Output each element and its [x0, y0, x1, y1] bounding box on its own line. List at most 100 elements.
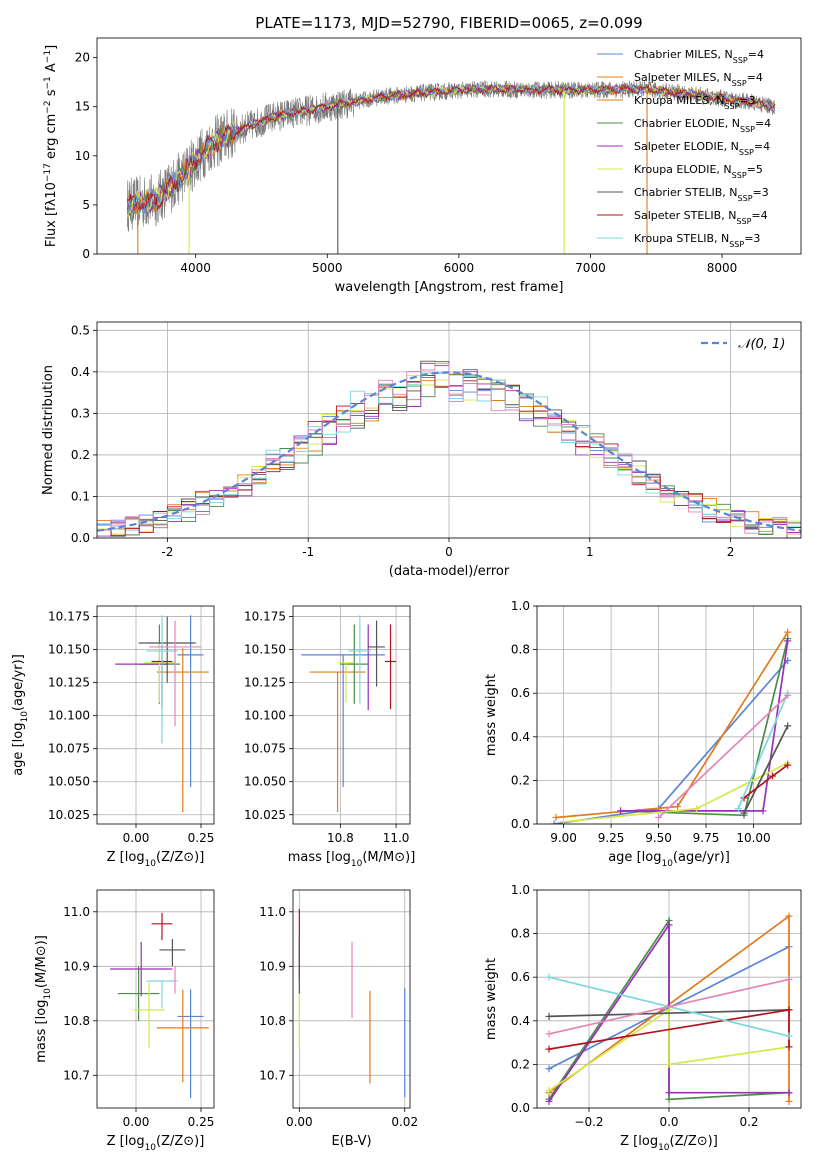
weight-point-marker — [759, 807, 767, 815]
y-tick-label: 10.175 — [244, 610, 286, 624]
x-tick-label: 5000 — [312, 261, 343, 275]
x-axis-label: Z [log10(Z/Z⊙)] — [107, 850, 205, 869]
weight-point-marker — [617, 807, 625, 815]
weight-point-marker — [665, 1089, 673, 1097]
axes-frame — [96, 889, 215, 1109]
axes-frame — [536, 889, 802, 1109]
weight-point-marker — [784, 691, 792, 699]
x-axis-label: (data-model)/error — [389, 564, 510, 579]
y-tick-label: 10.100 — [48, 709, 90, 723]
chart-title: PLATE=1173, MJD=52790, FIBERID=0065, z=0… — [255, 14, 642, 32]
legend-label: Salpeter MILES, NSSP=4 — [634, 71, 763, 88]
weight-point-marker — [552, 813, 560, 821]
x-tick-label: 11.0 — [383, 831, 410, 845]
weight-point-marker — [740, 809, 748, 817]
weight-vs-z-panel: −0.2 0.0 0.2 0.0 0.2 0.4 0.6 0.8 1.0 Z [log10(Z/Z… — [484, 883, 802, 1153]
x-tick-label: 0.00 — [123, 831, 150, 845]
plot-area — [97, 360, 801, 538]
y-tick-label: 10.100 — [244, 709, 286, 723]
histogram-step — [97, 363, 801, 535]
y-tick-label: 10.050 — [48, 775, 90, 789]
legend-label: Kroupa MILES, NSSP=3 — [634, 94, 756, 111]
y-axis-label: Normed distribution — [41, 365, 56, 495]
weight-point-marker — [693, 805, 701, 813]
x-tick-label: 7000 — [575, 261, 606, 275]
age-vs-z-panel: 0.00 0.25 10.025 10.050 10.075 10.100 10.125 10… — [11, 605, 215, 869]
weight-point-marker — [545, 1087, 553, 1095]
y-axis-label: age [log10(age/yr)] — [11, 654, 30, 776]
weight-series-line — [548, 978, 790, 1035]
weight-point-marker — [545, 973, 553, 981]
model-spectrum-line — [126, 84, 776, 218]
plot-area — [126, 80, 776, 254]
weight-series-line — [620, 640, 789, 812]
y-axis-label: Flux [fλ10−17 erg cm−2 s−1 A−1] — [43, 45, 59, 247]
x-tick-label: 0 — [445, 545, 453, 559]
model-spectrum-line — [126, 84, 776, 212]
weight-point-marker — [665, 1095, 673, 1103]
y-tick-label: 10.150 — [244, 643, 286, 657]
weight-point-marker — [784, 628, 792, 636]
axes-frame — [96, 37, 802, 255]
y-tick-label: 0.6 — [511, 970, 530, 984]
y-tick-label: 0.2 — [511, 1057, 530, 1071]
weight-series-line — [658, 694, 789, 819]
y-tick-label: 10.025 — [48, 808, 90, 822]
y-tick-label: 10.9 — [63, 959, 90, 973]
y-tick-label: 0.8 — [511, 643, 530, 657]
y-tick-label: 0.4 — [511, 730, 530, 744]
weight-point-marker — [785, 975, 793, 983]
y-tick-label: 0.8 — [511, 927, 530, 941]
weight-point-marker — [674, 803, 682, 811]
x-tick-label: −0.2 — [574, 1115, 603, 1129]
age-vs-mass-panel: 10.8 11.0 10.025 10.050 10.075 10.100 10.125 10… — [244, 605, 415, 869]
y-tick-label: 10.025 — [244, 808, 286, 822]
x-axis-label: Z [log10(Z/Z⊙)] — [620, 1134, 718, 1153]
weight-point-marker — [784, 722, 792, 730]
y-tick-label: 10.8 — [63, 1014, 90, 1028]
y-tick-label: 5 — [82, 198, 90, 212]
weight-point-marker — [665, 1006, 673, 1014]
legend-label: 𝒩(0, 1) — [738, 337, 785, 352]
y-tick-label: 0.2 — [71, 448, 90, 462]
plot-area — [550, 628, 792, 824]
x-tick-label: -2 — [161, 545, 173, 559]
plot-area — [545, 912, 793, 1105]
x-tick-label: 0.25 — [188, 1115, 215, 1129]
x-tick-label: 0.02 — [391, 1115, 418, 1129]
weight-point-marker — [785, 1089, 793, 1097]
weight-point-marker — [655, 813, 663, 821]
y-tick-label: 11.0 — [259, 905, 286, 919]
y-tick-label: 0.3 — [71, 406, 90, 420]
y-tick-label: 10.125 — [48, 676, 90, 690]
weight-point-marker — [785, 1006, 793, 1014]
legend-label: Chabrier MILES, NSSP=4 — [634, 48, 764, 65]
weight-point-marker — [545, 1065, 553, 1073]
x-tick-label: -1 — [302, 545, 314, 559]
weight-point-marker — [785, 1097, 793, 1105]
weight-point-marker — [545, 1045, 553, 1053]
y-tick-label: 15 — [75, 100, 90, 114]
x-tick-label: 9.25 — [598, 831, 625, 845]
y-tick-label: 0.4 — [71, 365, 90, 379]
weight-point-marker — [545, 1030, 553, 1038]
y-tick-label: 10.125 — [244, 676, 286, 690]
axes-frame — [96, 605, 215, 825]
weight-vs-age-panel: 9.00 9.25 9.50 9.75 10.00 0.0 0.2 0.4 0.6 0.8 1.0 a… — [484, 599, 802, 869]
y-tick-label: 1.0 — [511, 599, 530, 613]
x-tick-label: 0.25 — [188, 831, 215, 845]
weight-point-marker — [560, 818, 568, 824]
axes-frame — [96, 321, 802, 539]
weight-point-marker — [550, 820, 558, 824]
legend-label: Chabrier ELODIE, NSSP=4 — [634, 117, 771, 134]
plot-area — [115, 615, 209, 813]
y-tick-label: 0.0 — [71, 531, 90, 545]
x-axis-label: Z [log10(Z/Z⊙)] — [107, 1134, 205, 1153]
x-tick-label: 9.75 — [693, 831, 720, 845]
y-tick-label: 1.0 — [511, 883, 530, 897]
y-axis-label: mass weight — [484, 958, 499, 1040]
spectrum-panel: 4000 5000 6000 7000 8000 0 5 10 15 20 wavelength [… — [43, 14, 802, 295]
weight-point-marker — [545, 1097, 553, 1105]
y-tick-label: 20 — [75, 51, 90, 65]
